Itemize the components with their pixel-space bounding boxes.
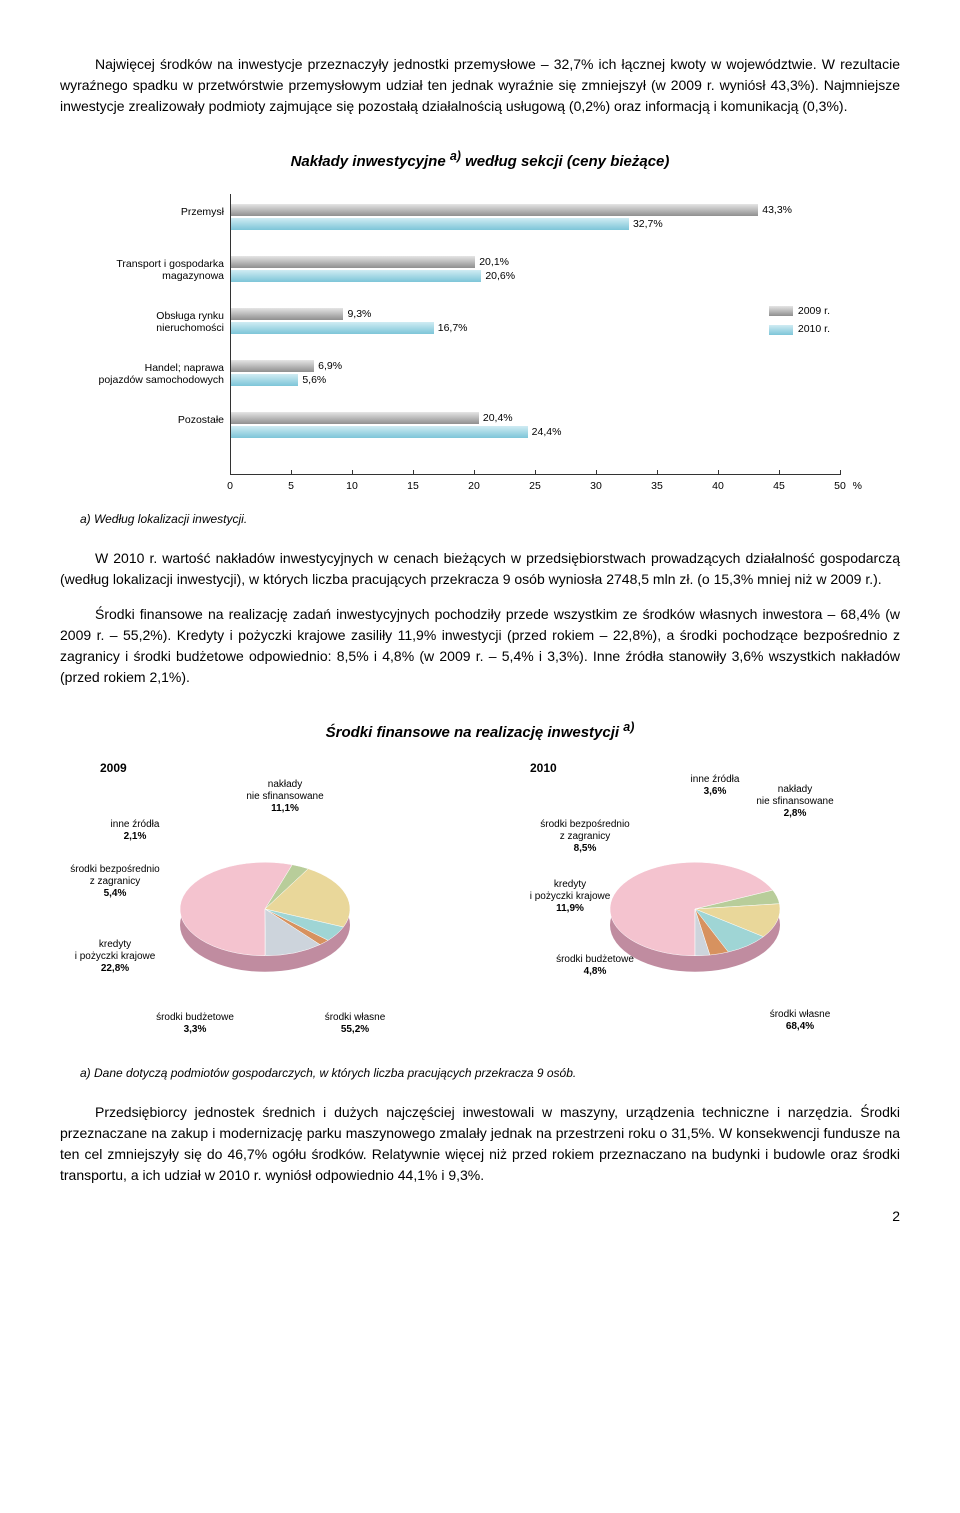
axis-tick-label: 10	[346, 479, 358, 495]
bar-category-label: Przemysł	[94, 206, 230, 218]
bar-row: Handel; naprawapojazdów samochodowych6,9…	[230, 360, 840, 392]
bar-row: Pozostałe20,4%24,4%	[230, 412, 840, 444]
axis-tick-label: 50	[834, 479, 846, 495]
bar-2009: 20,4%	[230, 412, 479, 424]
bar-2010: 16,7%	[230, 322, 434, 334]
bar-2010: 20,6%	[230, 270, 481, 282]
axis-tick-label: 35	[651, 479, 663, 495]
axis-tick-label: 20	[468, 479, 480, 495]
bar-chart: 2009 r.2010 r. Przemysł43,3%32,7%Transpo…	[100, 194, 860, 500]
paragraph: W 2010 r. wartość nakładów inwestycyjnyc…	[60, 548, 900, 590]
bar-value-label: 9,3%	[343, 307, 371, 323]
chart-footnote: a) Według lokalizacji inwestycji.	[60, 510, 900, 528]
bar-value-label: 5,6%	[298, 373, 326, 389]
bar-category-label: Handel; naprawapojazdów samochodowych	[94, 362, 230, 386]
bar-value-label: 32,7%	[629, 217, 663, 233]
pie-slice-label: środki własne68,4%	[745, 1009, 855, 1033]
pie-slice-label: kredytyi pożyczki krajowe11,9%	[515, 879, 625, 915]
bar-value-label: 20,6%	[481, 269, 515, 285]
axis-tick-label: 15	[407, 479, 419, 495]
bar-row: Obsługa rynku nieruchomości9,3%16,7%	[230, 308, 840, 340]
axis-unit-label: %	[853, 479, 862, 495]
bar-2010: 24,4%	[230, 426, 528, 438]
axis-tick-label: 0	[227, 479, 233, 495]
bar-row: Transport i gospodarkamagazynowa20,1%20,…	[230, 256, 840, 288]
pie-slice-label: środki bezpośrednioz zagranicy8,5%	[530, 819, 640, 855]
pie-slice-label: inne źródła2,1%	[80, 819, 190, 843]
axis-tick-label: 25	[529, 479, 541, 495]
bar-2009: 20,1%	[230, 256, 475, 268]
axis-tick-label: 5	[288, 479, 294, 495]
pie-year-label: 2010	[530, 759, 557, 777]
axis-tick-label: 45	[773, 479, 785, 495]
bar-2009: 6,9%	[230, 360, 314, 372]
bar-2010: 5,6%	[230, 374, 298, 386]
bar-category-label: Transport i gospodarkamagazynowa	[94, 258, 230, 282]
pie-slice-label: środki budżetowe3,3%	[140, 1012, 250, 1036]
pie-charts: 2009środki własne55,2%środki budżetowe3,…	[60, 764, 900, 1054]
paragraph: Przedsiębiorcy jednostek średnich i duży…	[60, 1102, 900, 1186]
bar-value-label: 43,3%	[758, 203, 792, 219]
pie-slice-label: środki własne55,2%	[300, 1012, 410, 1036]
bar-2009: 9,3%	[230, 308, 343, 320]
bar-chart-title: Nakłady inwestycyjne a) według sekcji (c…	[60, 147, 900, 174]
axis-tick-label: 30	[590, 479, 602, 495]
pie-slice-label: środki budżetowe4,8%	[540, 954, 650, 978]
pie-slice-label: nakładynie sfinansowane2,8%	[740, 784, 850, 820]
pie-chart: 2009środki własne55,2%środki budżetowe3,…	[90, 764, 440, 1054]
pie-slice-label: kredytyi pożyczki krajowe22,8%	[60, 939, 170, 975]
pie-chart: 2010środki własne68,4%środki budżetowe4,…	[520, 764, 870, 1054]
paragraph: Najwięcej środków na inwestycje przeznac…	[60, 54, 900, 117]
paragraph: Środki finansowe na realizację zadań inw…	[60, 604, 900, 688]
pie-year-label: 2009	[100, 759, 127, 777]
bar-2010: 32,7%	[230, 218, 629, 230]
bar-2009: 43,3%	[230, 204, 758, 216]
bar-row: Przemysł43,3%32,7%	[230, 204, 840, 236]
bar-category-label: Pozostałe	[94, 414, 230, 426]
axis-tick-label: 40	[712, 479, 724, 495]
bar-category-label: Obsługa rynku nieruchomości	[94, 310, 230, 334]
chart-footnote: a) Dane dotyczą podmiotów gospodarczych,…	[60, 1064, 900, 1082]
pie-chart-title: Środki finansowe na realizację inwestycj…	[60, 718, 900, 745]
bar-value-label: 24,4%	[528, 425, 562, 441]
page-number: 2	[60, 1206, 900, 1227]
pie-slice-label: nakładynie sfinansowane11,1%	[230, 779, 340, 815]
bar-value-label: 16,7%	[434, 321, 468, 337]
pie-slice-label: środki bezpośrednioz zagranicy5,4%	[60, 864, 170, 900]
bar-value-label: 20,4%	[479, 411, 513, 427]
